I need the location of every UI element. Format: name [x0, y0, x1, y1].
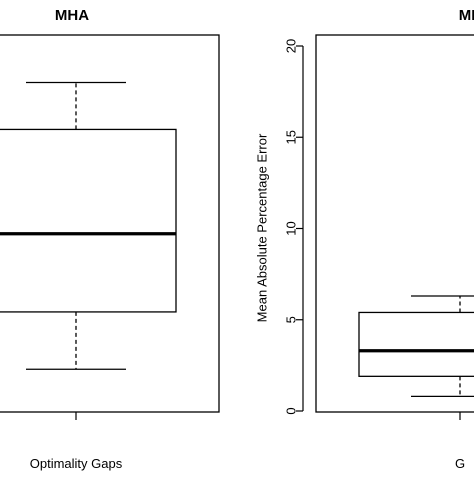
- panel-me-y-tick-label-0: 0: [284, 407, 299, 414]
- panel-me-y-tick-label-4: 20: [284, 39, 299, 53]
- panel-me-plot-frame: [315, 34, 474, 413]
- panel-me-y-tick-label-3: 15: [284, 130, 299, 144]
- panel-me-y-tick-label-1: 5: [284, 316, 299, 323]
- panel-me-title: ME: [459, 7, 474, 24]
- panel-me-y-tick-label-2: 10: [284, 221, 299, 235]
- panel-me-x-tick-label: G: [455, 456, 465, 471]
- panel-mha-x-tick-label: Optimality Gaps: [30, 456, 123, 471]
- panel-mha-box: [0, 128, 177, 313]
- panel-mha-title: MHA: [55, 7, 89, 24]
- panel-me-box: [358, 311, 474, 377]
- panel-mha-plot-frame: [0, 34, 220, 413]
- panel-me-y-axis-label: Mean Absolute Percentage Error: [255, 133, 270, 322]
